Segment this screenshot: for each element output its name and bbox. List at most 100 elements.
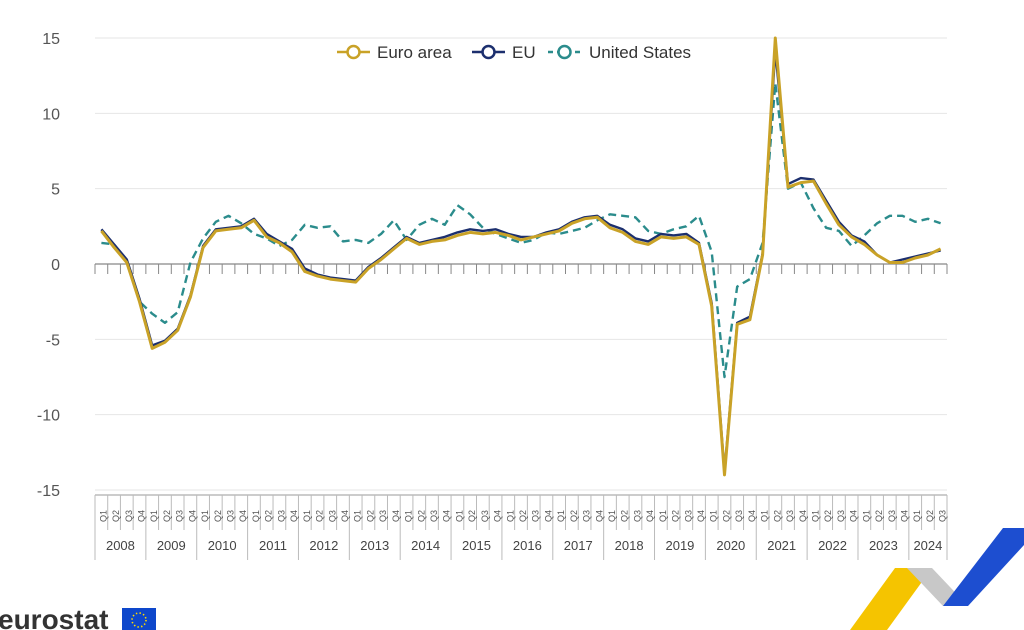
quarter-tick-label: Q4 (340, 510, 350, 522)
year-tick-label: 2022 (818, 538, 847, 553)
zero-axis (94, 263, 948, 274)
quarter-tick-label: Q4 (594, 510, 604, 522)
year-tick-label: 2009 (157, 538, 186, 553)
quarter-tick-label: Q4 (289, 510, 299, 522)
quarter-tick-label: Q2 (213, 510, 223, 522)
year-tick-label: 2024 (913, 538, 942, 553)
year-tick-label: 2023 (869, 538, 898, 553)
quarter-tick-label: Q4 (849, 510, 859, 522)
quarter-tick-label: Q3 (327, 510, 337, 522)
quarter-tick-label: Q1 (556, 510, 566, 522)
legend-item-euro-area[interactable]: Euro area (337, 43, 452, 62)
legend-item-united-states[interactable]: United States (548, 43, 691, 62)
quarter-tick-label: Q1 (251, 510, 261, 522)
quarter-tick-label: Q3 (175, 510, 185, 522)
quarter-tick-label: Q1 (404, 510, 414, 522)
x-axis: Q1 Q2 Q3 Q4 Q1 Q2 Q3 Q4 Q1 Q2 Q3 Q4 Q1 Q2 Q3 Q4 Q1 Q2 Q3 Q4… (94, 494, 948, 560)
quarter-tick-label: Q4 (696, 510, 706, 522)
year-tick-label: 2018 (615, 538, 644, 553)
quarter-tick-label: Q4 (391, 510, 401, 522)
quarter-tick-label: Q4 (900, 510, 910, 522)
quarter-tick-label: Q2 (264, 510, 274, 522)
year-tick-label: 2017 (564, 538, 593, 553)
quarter-tick-label: Q2 (162, 510, 172, 522)
series-lines (100, 36, 942, 477)
year-tick-label: 2021 (767, 538, 796, 553)
quarter-tick-label: Q3 (429, 510, 439, 522)
y-axis: 15 10 5 0 -5 -10 -15 (37, 31, 60, 500)
quarter-tick-label: Q2 (722, 510, 732, 522)
y-tick-label: 5 (51, 182, 60, 199)
quarter-tick-label: Q3 (226, 510, 236, 522)
quarter-tick-label: Q3 (632, 510, 642, 522)
legend: Euro area EU United States (337, 43, 691, 62)
quarter-tick-label: Q3 (378, 510, 388, 522)
year-tick-label: 2008 (106, 538, 135, 553)
quarter-tick-label: Q1 (98, 510, 108, 522)
legend-label-united-states: United States (589, 43, 691, 62)
quarter-tick-label: Q4 (747, 510, 757, 522)
quarter-tick-label: Q2 (620, 510, 630, 522)
quarter-tick-label: Q2 (874, 510, 884, 522)
quarter-tick-label: Q3 (683, 510, 693, 522)
quarter-tick-label: Q2 (569, 510, 579, 522)
quarter-tick-label: Q1 (760, 510, 770, 522)
eurostat-logo: eurostat (0, 604, 156, 630)
quarter-tick-label: Q3 (531, 510, 541, 522)
quarter-tick-label: Q2 (823, 510, 833, 522)
quarter-tick-label: Q3 (836, 510, 846, 522)
quarter-tick-label: Q1 (353, 510, 363, 522)
quarter-tick-label: Q1 (505, 510, 515, 522)
quarter-tick-label: Q1 (607, 510, 617, 522)
y-tick-label: 0 (51, 257, 60, 274)
quarter-tick-label: Q4 (137, 510, 147, 522)
quarter-tick-label: Q3 (785, 510, 795, 522)
quarter-tick-label: Q3 (276, 510, 286, 522)
quarter-tick-label: Q3 (734, 510, 744, 522)
quarter-tick-label: Q1 (912, 510, 922, 522)
legend-label-eu: EU (512, 43, 536, 62)
y-tick-label: 15 (42, 31, 60, 48)
eurostat-wordmark: eurostat (0, 604, 108, 630)
quarter-tick-label: Q2 (315, 510, 325, 522)
quarter-tick-label: Q3 (938, 510, 948, 522)
year-tick-label: 2010 (208, 538, 237, 553)
quarter-tick-label: Q2 (925, 510, 935, 522)
quarter-tick-label: Q3 (582, 510, 592, 522)
legend-item-eu[interactable]: EU (472, 43, 536, 62)
quarter-tick-label: Q1 (302, 510, 312, 522)
quarter-tick-label: Q3 (124, 510, 134, 522)
quarter-tick-label: Q3 (887, 510, 897, 522)
legend-label-euro-area: Euro area (377, 43, 452, 62)
year-tick-label: 2014 (411, 538, 440, 553)
corner-decoration-icon (850, 528, 1024, 630)
year-tick-label: 2016 (513, 538, 542, 553)
year-tick-label: 2011 (259, 538, 287, 553)
quarter-tick-label: Q1 (811, 510, 821, 522)
quarter-tick-label: Q4 (493, 510, 503, 522)
quarter-tick-label: Q4 (187, 510, 197, 522)
quarter-tick-label: Q1 (709, 510, 719, 522)
quarter-tick-label: Q1 (658, 510, 668, 522)
quarter-tick-label: Q2 (772, 510, 782, 522)
quarter-tick-label: Q2 (518, 510, 528, 522)
eu-flag-icon (122, 608, 156, 630)
quarter-tick-label: Q2 (671, 510, 681, 522)
year-tick-label: 2012 (309, 538, 338, 553)
year-tick-label: 2013 (360, 538, 389, 553)
quarter-tick-label: Q1 (454, 510, 464, 522)
year-tick-label: 2020 (716, 538, 745, 553)
quarter-tick-label: Q4 (543, 510, 553, 522)
quarter-tick-label: Q1 (861, 510, 871, 522)
grid-lines (95, 37, 947, 491)
y-tick-label: 10 (42, 106, 60, 123)
quarter-tick-label: Q1 (200, 510, 210, 522)
quarter-tick-label: Q2 (365, 510, 375, 522)
quarter-tick-label: Q3 (480, 510, 490, 522)
quarter-tick-label: Q2 (111, 510, 121, 522)
quarter-tick-label: Q4 (238, 510, 248, 522)
y-tick-label: -15 (37, 483, 60, 500)
quarter-tick-label: Q4 (798, 510, 808, 522)
series-line-euro-area (100, 36, 942, 477)
